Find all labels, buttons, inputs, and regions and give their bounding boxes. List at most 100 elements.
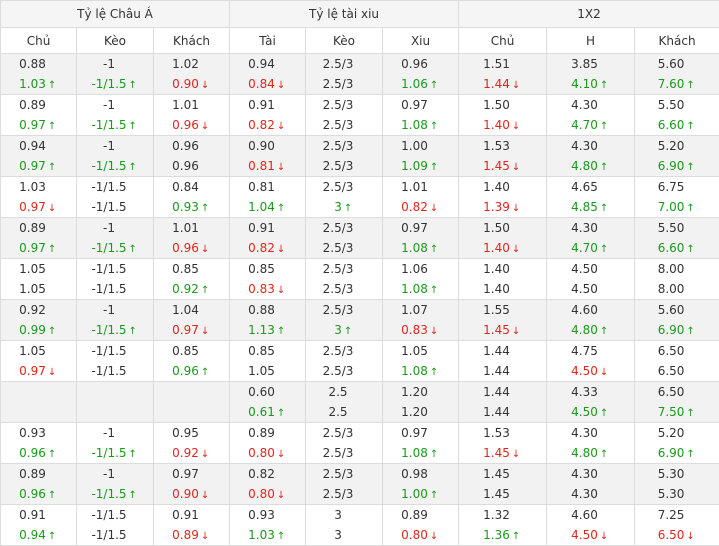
current-odds: 7.00↑ [635, 197, 719, 217]
current-odds-value: 3 [334, 320, 342, 340]
current-odds-value: -1/1.5 [91, 484, 126, 504]
opening-odds-value: -1/1.5 [91, 177, 126, 197]
arrow-up-icon: ↑ [600, 199, 610, 218]
current-odds-value: 2.5/3 [323, 361, 354, 381]
opening-odds: 1.44 [459, 382, 546, 402]
current-odds: 1.13↑ [230, 320, 305, 340]
arrow-down-icon: ↓ [277, 76, 287, 95]
current-odds: 1.00↑ [383, 484, 458, 504]
opening-odds: -1/1.5 [77, 177, 153, 197]
opening-odds: -1 [77, 95, 153, 115]
opening-odds-value: 4.33 [571, 382, 598, 402]
current-odds: 0.96↑ [1, 484, 76, 504]
opening-odds: 0.98 [383, 464, 458, 484]
current-odds: 1.05 [230, 361, 305, 381]
current-odds-value: 1.00 [401, 484, 428, 504]
current-odds [1, 402, 76, 422]
arrow-up-icon: ↑ [277, 404, 287, 423]
arrow-up-icon: ↑ [201, 281, 211, 300]
opening-odds: 5.20 [635, 136, 719, 156]
arrow-down-icon: ↓ [201, 240, 211, 259]
opening-odds: 3 [306, 505, 382, 525]
current-odds: 1.45↓ [459, 156, 546, 176]
current-odds: 0.92↑ [154, 279, 229, 299]
arrow-up-icon: ↑ [600, 76, 610, 95]
current-odds: -1/1.5↑ [77, 238, 153, 258]
opening-odds-value: 4.30 [571, 423, 598, 443]
current-odds-value: 0.92 [172, 279, 199, 299]
opening-odds: 0.89 [383, 505, 458, 525]
opening-odds: 1.53 [459, 136, 546, 156]
current-odds-value: 4.50 [571, 402, 598, 422]
opening-odds-value: 0.91 [19, 505, 46, 525]
current-odds-value: 6.60 [658, 115, 685, 135]
current-odds: 0.94↑ [1, 525, 76, 545]
current-odds-value: 0.80 [401, 525, 428, 545]
opening-odds-value: 1.44 [483, 382, 510, 402]
col-header-draw: H [547, 28, 635, 54]
opening-odds: 1.04 [154, 300, 229, 320]
group-over-under: Tỷ lệ tài xiu [230, 1, 459, 28]
current-odds: 0.96 [154, 156, 229, 176]
opening-odds-value: 0.89 [248, 423, 275, 443]
group-asian-handicap: Tỷ lệ Châu Á [1, 1, 230, 28]
opening-odds: 0.89 [230, 423, 305, 443]
opening-odds: 0.60 [230, 382, 305, 402]
opening-odds [154, 382, 229, 402]
current-odds: 2.5/3 [306, 443, 382, 463]
current-odds-value: 7.60 [658, 74, 685, 94]
opening-odds-value: -1 [103, 423, 115, 443]
arrow-up-icon: ↑ [686, 404, 696, 423]
opening-odds: 1.05 [1, 259, 76, 279]
current-odds-value: 0.99 [19, 320, 46, 340]
arrow-up-icon: ↑ [129, 445, 139, 464]
current-odds-value: 3 [334, 197, 342, 217]
opening-odds: 4.30 [547, 218, 634, 238]
opening-odds: 1.40 [459, 177, 546, 197]
current-odds-value: 1.03 [19, 74, 46, 94]
current-odds: 0.97↑ [1, 238, 76, 258]
opening-odds-value: 3.85 [571, 54, 598, 74]
opening-odds-value: 1.01 [401, 177, 428, 197]
current-odds-value: 1.40 [483, 115, 510, 135]
opening-odds-value: 0.98 [401, 464, 428, 484]
current-odds: 0.96↑ [1, 443, 76, 463]
opening-odds-value: 0.97 [401, 218, 428, 238]
opening-odds: 5.30 [635, 464, 719, 484]
opening-odds-value: 0.93 [19, 423, 46, 443]
current-odds: 4.70↑ [547, 238, 634, 258]
opening-odds-value: 6.50 [658, 382, 685, 402]
current-odds: 1.08↑ [383, 443, 458, 463]
current-odds: 0.90↓ [154, 74, 229, 94]
opening-odds-value: -1/1.5 [91, 341, 126, 361]
arrow-up-icon: ↑ [686, 158, 696, 177]
current-odds: 6.50 [635, 361, 719, 381]
current-odds: 0.97↑ [1, 115, 76, 135]
arrow-up-icon: ↑ [430, 281, 440, 300]
arrow-down-icon: ↓ [277, 445, 287, 464]
opening-odds-value: 2.5/3 [323, 423, 354, 443]
current-odds-value: 7.50 [658, 402, 685, 422]
arrow-up-icon: ↑ [600, 117, 610, 136]
current-odds: 1.44 [459, 402, 546, 422]
opening-odds-value: 5.30 [658, 464, 685, 484]
opening-odds-value: 1.51 [483, 54, 510, 74]
current-odds-value: -1/1.5 [91, 320, 126, 340]
current-odds: 4.30 [547, 484, 634, 504]
opening-odds: 2.5/3 [306, 300, 382, 320]
